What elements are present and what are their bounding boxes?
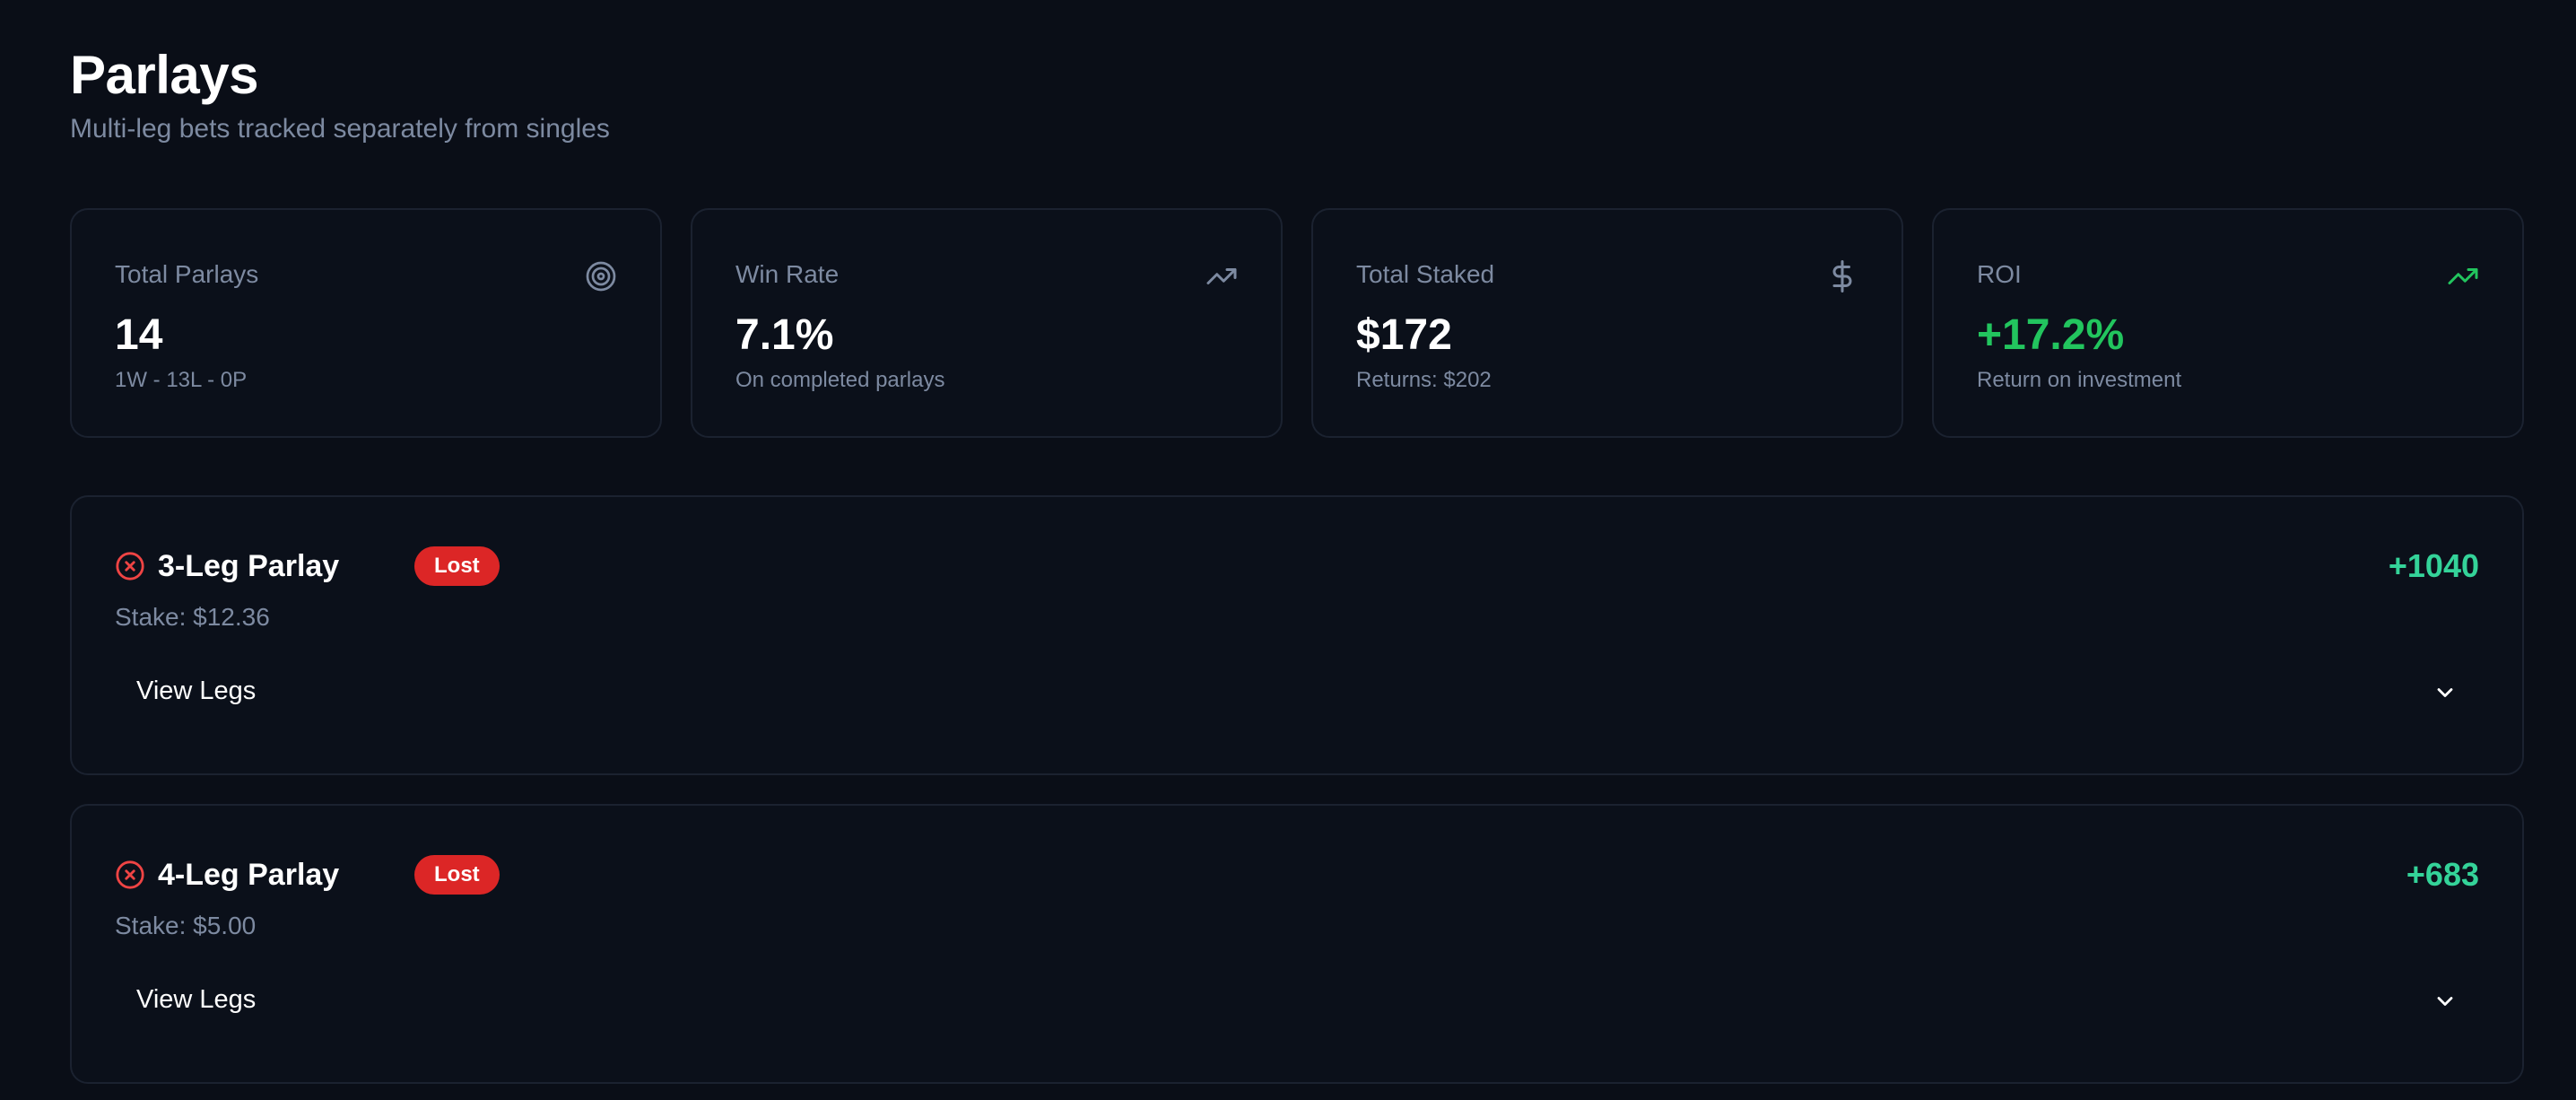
parlay-card: 4-Leg Parlay Lost +683 Stake: $5.00 View…: [70, 804, 2524, 1084]
stat-card-total-parlays: Total Parlays 14 1W - 13L - 0P: [70, 208, 662, 438]
parlay-title: 3-Leg Parlay: [158, 549, 340, 583]
parlay-odds: +1040: [2388, 547, 2479, 584]
dollar-icon: [1832, 260, 1852, 292]
view-legs-label: View Legs: [136, 677, 257, 705]
stat-value: +17.2%: [1977, 311, 2125, 359]
stat-sub: On completed parlays: [735, 368, 945, 392]
trending-up-icon: [1206, 268, 1237, 284]
parlay-title: 4-Leg Parlay: [158, 858, 340, 892]
stat-value: 14: [115, 311, 163, 359]
stat-label: Total Staked: [1356, 260, 1495, 288]
status-badge: Lost: [414, 546, 500, 586]
stat-value: 7.1%: [735, 311, 834, 359]
target-icon: [586, 261, 616, 292]
x-circle-icon: [116, 552, 144, 581]
view-legs-button[interactable]: View Legs: [115, 967, 2479, 1034]
parlay-stake: Stake: $12.36: [115, 603, 270, 631]
view-legs-label: View Legs: [136, 985, 257, 1014]
stats-row: Total Parlays 14 1W - 13L - 0P Win Rate …: [70, 208, 2524, 438]
page-subtitle: Multi-leg bets tracked separately from s…: [70, 114, 610, 144]
stat-label: Total Parlays: [115, 260, 259, 288]
stat-sub: 1W - 13L - 0P: [115, 368, 248, 392]
trending-up-icon: [2448, 268, 2478, 284]
parlay-card: 3-Leg Parlay Lost +1040 Stake: $12.36 Vi…: [70, 495, 2524, 775]
view-legs-button[interactable]: View Legs: [115, 659, 2479, 725]
chevron-down-icon: [2437, 688, 2453, 697]
stat-label: Win Rate: [735, 260, 840, 288]
parlay-stake: Stake: $5.00: [115, 912, 257, 939]
page-title: Parlays: [70, 45, 259, 105]
stat-card-win-rate: Win Rate 7.1% On completed parlays: [691, 208, 1283, 438]
stat-card-total-staked: Total Staked $172 Returns: $202: [1311, 208, 1903, 438]
stat-label: ROI: [1977, 260, 2022, 288]
stat-sub: Return on investment: [1977, 368, 2182, 392]
stat-card-roi: ROI +17.2% Return on investment: [1932, 208, 2524, 438]
stat-value: $172: [1356, 311, 1452, 359]
x-circle-icon: [116, 860, 144, 889]
parlay-odds: +683: [2406, 856, 2479, 893]
status-badge: Lost: [414, 855, 500, 895]
chevron-down-icon: [2437, 997, 2453, 1006]
stat-sub: Returns: $202: [1356, 368, 1492, 392]
